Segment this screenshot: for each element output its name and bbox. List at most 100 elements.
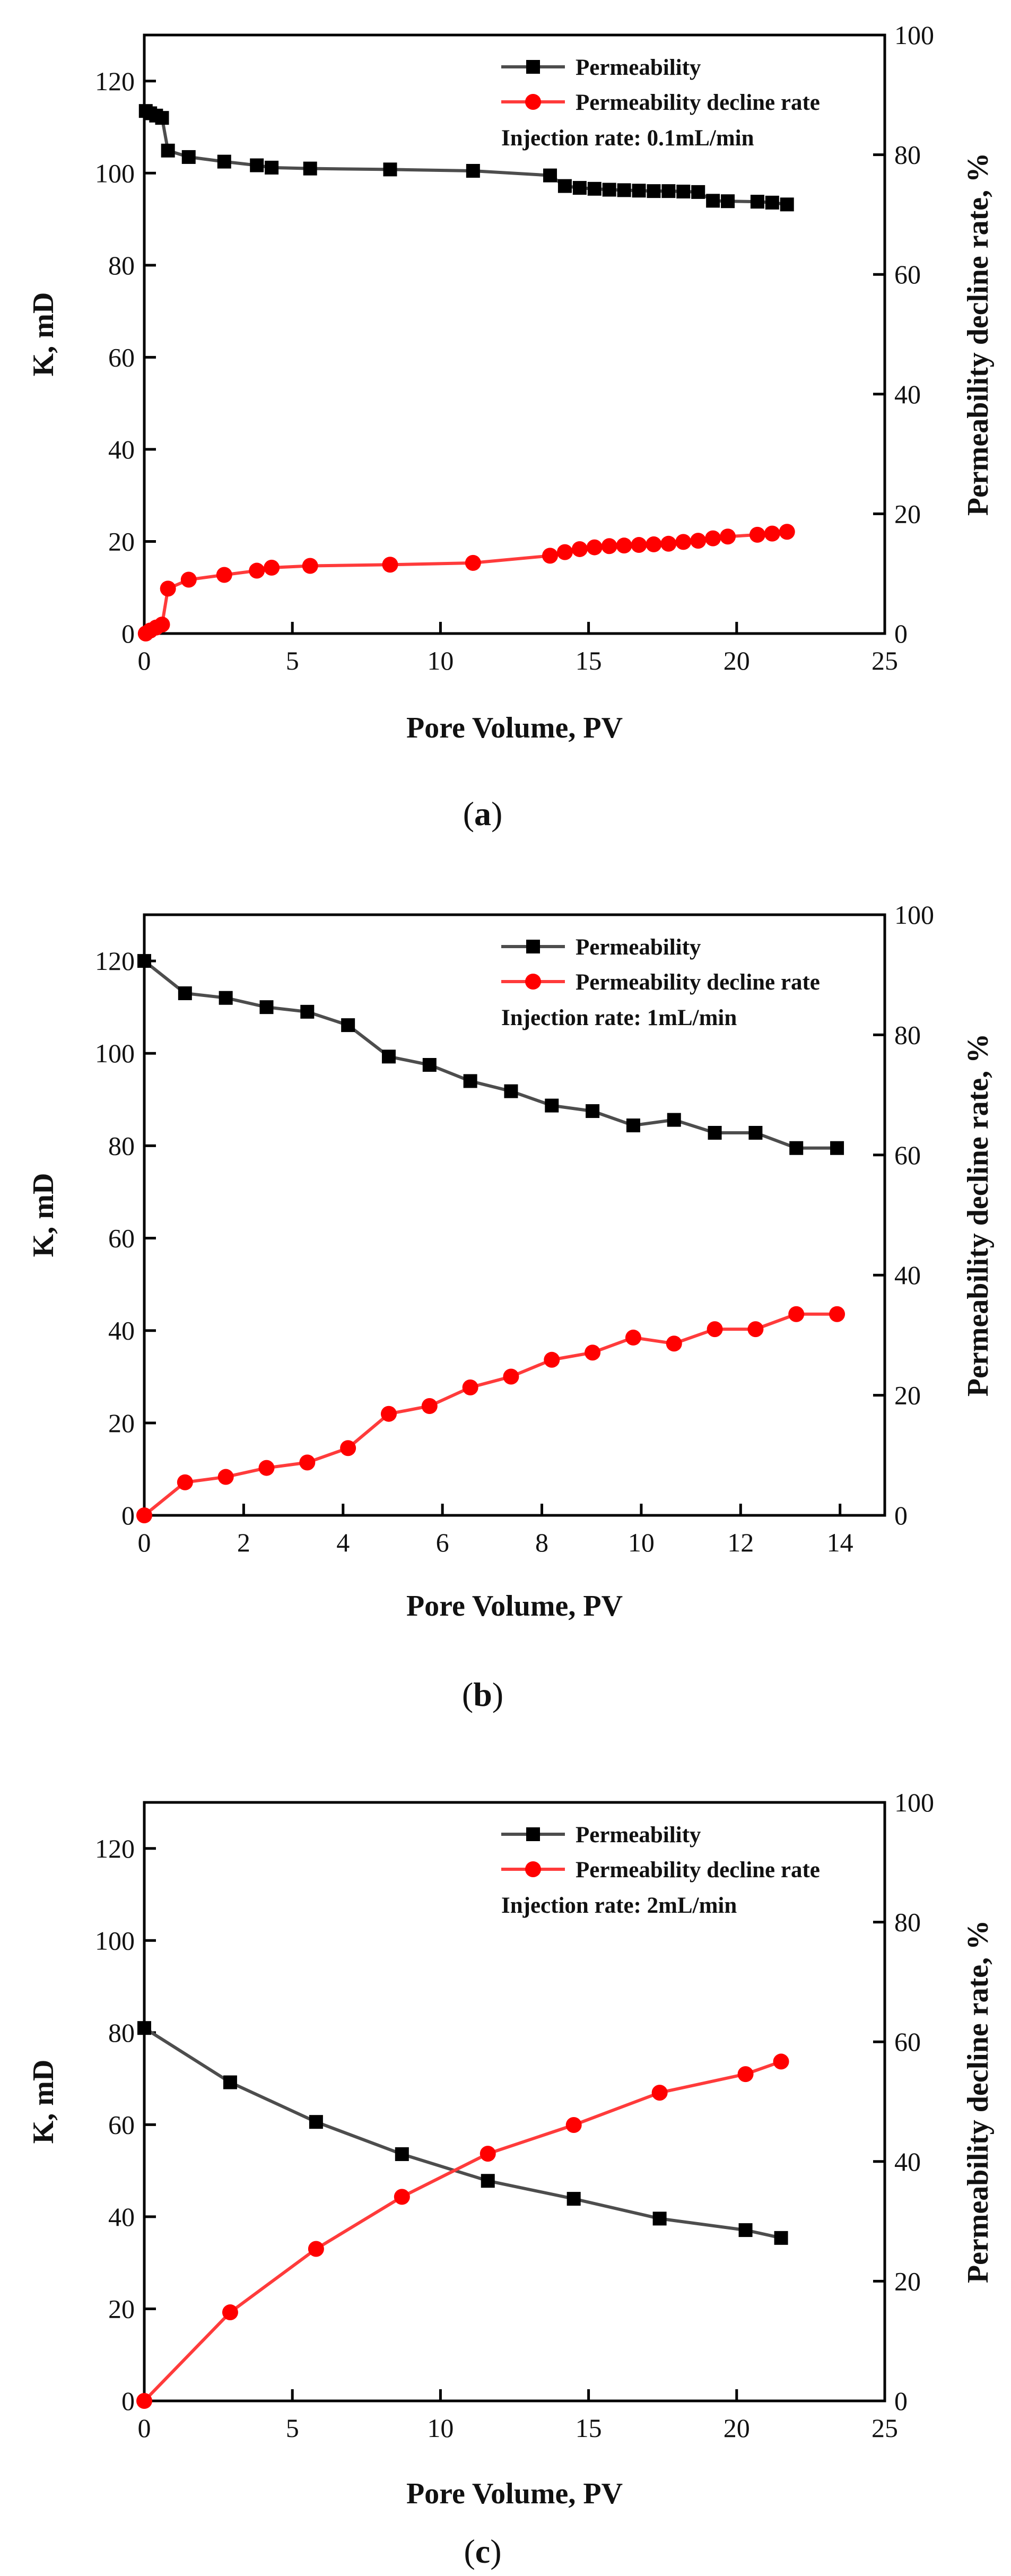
y2-tick-label: 100 bbox=[894, 900, 934, 930]
data-point-decline-rate bbox=[705, 530, 721, 547]
legend-marker-square bbox=[526, 60, 540, 74]
legend-label: Permeability bbox=[576, 55, 701, 80]
data-point-permeability bbox=[463, 1074, 477, 1088]
y2-tick-label: 0 bbox=[894, 619, 908, 648]
series-line-decline-rate bbox=[145, 530, 788, 635]
data-point-permeability bbox=[738, 2223, 753, 2237]
series-line-permeability bbox=[145, 109, 788, 206]
data-point-decline-rate bbox=[160, 580, 176, 597]
data-point-decline-rate bbox=[737, 2066, 754, 2083]
legend: Permeability Permeability decline rate bbox=[501, 1823, 820, 1883]
data-point-permeability bbox=[626, 1118, 640, 1133]
x-axis-title: Pore Volume, PV bbox=[406, 2477, 623, 2510]
data-point-decline-rate bbox=[565, 2117, 582, 2133]
y2-tick-label: 20 bbox=[894, 2266, 921, 2296]
data-point-permeability bbox=[676, 185, 691, 199]
legend-label: Permeability decline rate bbox=[576, 1858, 820, 1883]
data-point-decline-rate bbox=[764, 525, 780, 542]
data-point-permeability bbox=[422, 1058, 437, 1072]
series-line-decline-rate bbox=[143, 2060, 782, 2402]
legend-marker-square bbox=[526, 940, 540, 953]
series-line-permeability bbox=[143, 2026, 782, 2240]
x-axis-title: Pore Volume, PV bbox=[406, 1590, 623, 1623]
y-axis-title: K, mD bbox=[27, 292, 60, 377]
legend-label: Permeability decline rate bbox=[576, 970, 820, 995]
data-point-decline-rate bbox=[585, 1345, 601, 1361]
x-tick-label: 15 bbox=[576, 646, 602, 675]
data-point-permeability bbox=[383, 162, 397, 177]
data-point-decline-rate bbox=[631, 537, 647, 553]
legend-marker-circle bbox=[525, 974, 541, 990]
x-tick-label: 25 bbox=[871, 646, 898, 675]
legend: Permeability Permeability decline rate bbox=[501, 935, 820, 995]
data-point-permeability bbox=[300, 1004, 315, 1019]
x-axis-title: Pore Volume, PV bbox=[406, 712, 623, 744]
data-point-permeability bbox=[748, 1126, 763, 1140]
y-tick-label: 0 bbox=[121, 2386, 135, 2416]
data-point-decline-rate bbox=[222, 2304, 238, 2321]
y2-tick-label: 80 bbox=[894, 1907, 921, 1937]
data-point-permeability bbox=[155, 111, 169, 125]
data-point-permeability bbox=[265, 160, 279, 175]
y-tick-label: 120 bbox=[95, 66, 135, 96]
y-tick-label: 40 bbox=[108, 435, 135, 464]
data-point-permeability bbox=[750, 195, 764, 209]
data-point-decline-rate bbox=[302, 558, 318, 574]
data-point-permeability bbox=[774, 2231, 788, 2245]
series-line-decline-rate bbox=[143, 1312, 838, 1517]
panel-label: (b) bbox=[462, 1676, 503, 1713]
data-point-permeability bbox=[708, 1126, 722, 1140]
data-point-decline-rate bbox=[666, 1335, 682, 1352]
y2-tick-label: 40 bbox=[894, 1260, 921, 1290]
data-point-permeability bbox=[504, 1084, 518, 1098]
x-tick-label: 10 bbox=[628, 1528, 655, 1557]
plot-frame bbox=[143, 1801, 886, 2402]
data-point-permeability bbox=[691, 185, 705, 199]
data-point-decline-rate bbox=[829, 1306, 846, 1322]
data-point-decline-rate bbox=[616, 537, 632, 554]
plot-frame bbox=[143, 913, 886, 1517]
data-point-decline-rate bbox=[625, 1329, 641, 1346]
y2-tick-label: 80 bbox=[894, 140, 921, 170]
y2-axis-title: Permeability decline rate, % bbox=[962, 1920, 995, 2283]
y-tick-label: 60 bbox=[108, 1224, 135, 1253]
data-point-decline-rate bbox=[216, 567, 232, 583]
data-point-decline-rate bbox=[308, 2241, 324, 2257]
data-point-decline-rate bbox=[586, 539, 603, 556]
x-tick-label: 5 bbox=[286, 646, 299, 675]
legend: Permeability Permeability decline rate bbox=[501, 55, 820, 115]
data-point-permeability bbox=[181, 150, 196, 164]
data-point-permeability bbox=[395, 2147, 409, 2161]
y2-tick-label: 60 bbox=[894, 1140, 921, 1170]
data-point-decline-rate bbox=[136, 1507, 152, 1523]
y2-tick-label: 20 bbox=[894, 499, 921, 528]
y-tick-label: 100 bbox=[95, 158, 135, 188]
data-point-decline-rate bbox=[480, 2146, 496, 2162]
data-point-permeability bbox=[566, 2192, 581, 2206]
data-point-permeability bbox=[137, 954, 151, 968]
x-tick-label: 0 bbox=[138, 2413, 151, 2443]
y-tick-label: 120 bbox=[95, 946, 135, 976]
y-tick-label: 80 bbox=[108, 250, 135, 280]
legend-marker-square bbox=[526, 1827, 540, 1841]
data-point-permeability bbox=[587, 181, 602, 196]
data-point-decline-rate bbox=[180, 571, 197, 588]
y-axis-title: K, mD bbox=[27, 2060, 60, 2144]
data-point-decline-rate bbox=[421, 1398, 438, 1414]
panel-label: (c) bbox=[464, 2532, 501, 2570]
data-point-permeability bbox=[667, 1113, 681, 1127]
data-point-decline-rate bbox=[394, 2189, 410, 2205]
data-point-permeability bbox=[572, 181, 587, 195]
chart-panel-a: 0 5 10 15 20 25020406080100120020406080100Por… bbox=[27, 20, 995, 832]
y2-tick-label: 100 bbox=[894, 1788, 934, 1817]
data-point-permeability bbox=[780, 197, 794, 212]
data-point-decline-rate bbox=[380, 1406, 397, 1422]
data-point-decline-rate bbox=[249, 562, 265, 579]
data-point-decline-rate bbox=[340, 1440, 356, 1456]
data-point-decline-rate bbox=[177, 1474, 193, 1490]
x-tick-label: 25 bbox=[871, 2413, 898, 2443]
legend-marker-circle bbox=[525, 94, 541, 110]
y2-tick-label: 20 bbox=[894, 1381, 921, 1410]
data-point-decline-rate bbox=[136, 2393, 152, 2409]
data-point-decline-rate bbox=[646, 536, 662, 552]
